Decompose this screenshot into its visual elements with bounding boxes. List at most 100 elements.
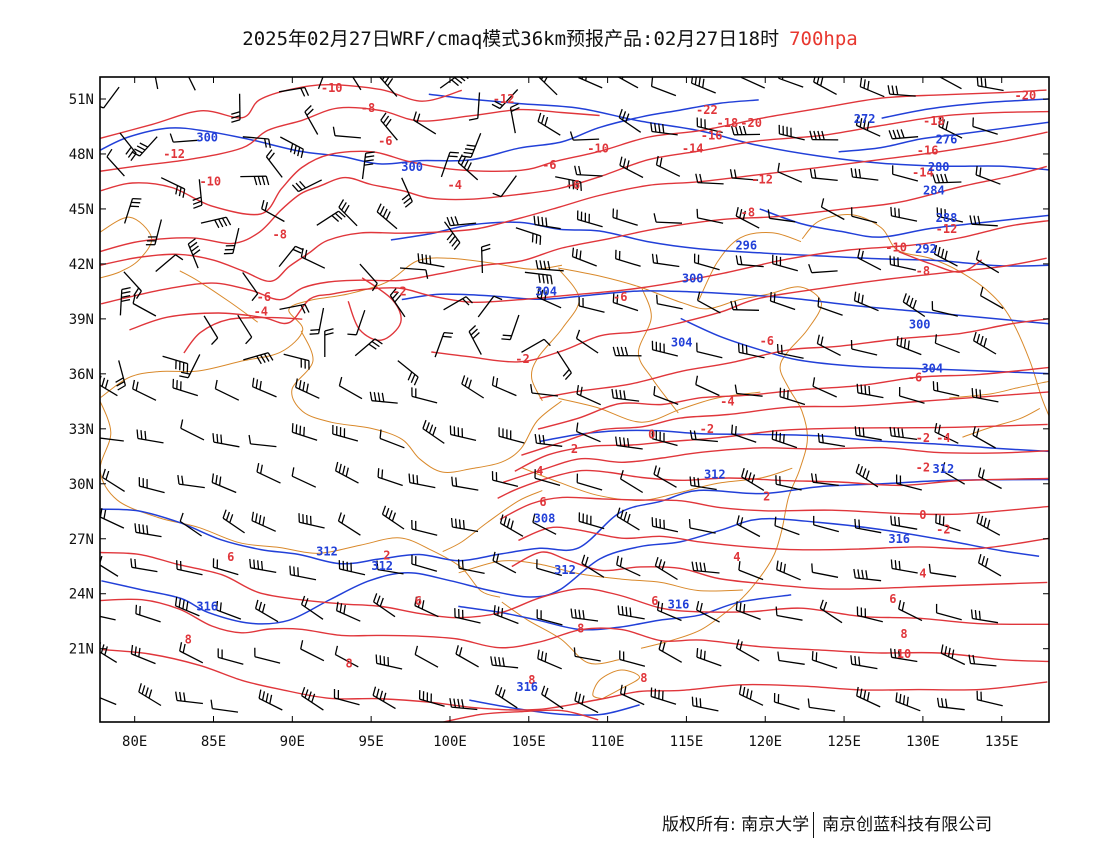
wind-barb [615,249,641,267]
wind-barb [851,207,878,224]
lon-label: 115E [670,734,704,750]
wind-barb [413,111,437,135]
boundary-line [100,257,563,398]
lon-label: 120E [748,734,782,750]
temperature-label: -22 [696,103,718,117]
temperature-label: -8 [361,101,375,115]
wind-barb [889,426,918,441]
wind-barb [248,434,277,448]
wind-barb [414,645,439,668]
wind-barb [741,468,765,491]
wind-barb [491,471,519,488]
temperature-labels: -10-8-6-12-10 -4-6-6-12-10-22-18 -20-16-14… [163,81,1036,687]
wind-barb [300,247,326,269]
wind-barb [265,149,283,178]
wind-barb [501,314,520,341]
wind-barb [461,375,485,399]
temperature-label: 4 [919,567,926,581]
height-label: 292 [915,242,937,256]
boundary-line [558,267,822,649]
wind-barb [936,207,964,223]
boundary-line [291,330,562,473]
wind-barb [169,133,200,143]
wind-barb [411,387,438,404]
wind-barb [347,309,366,336]
wind-barb [380,112,398,141]
wind-barb [231,93,241,123]
wind-barb [809,130,839,141]
wind-barb [573,647,601,662]
wind-barb [214,379,240,401]
wind-barb [334,645,359,668]
temperature-label: -20 [740,116,762,130]
wind-barb [123,197,142,224]
wind-barb [100,642,118,663]
wind-barb [491,89,519,110]
temperature-label: -2 [700,422,714,436]
wind-barb [889,255,917,271]
lon-label: 125E [827,734,861,750]
height-label: 296 [735,239,757,253]
wind-barb [972,331,997,355]
wind-barb [119,286,131,316]
wind-barb [776,343,804,359]
boundary-line [801,214,1049,418]
wind-barb [211,473,237,494]
lat-label: 24N [69,587,94,603]
wind-barb [651,429,678,447]
wind-barb [615,436,643,450]
wind-barb [856,606,883,623]
height-label: 304 [535,284,557,298]
wind-barb [454,608,481,624]
temperature-contour [100,110,1049,253]
wind-barb [968,654,997,667]
wind-barb [249,558,277,574]
wind-barb [200,216,232,229]
temperature-contour [514,423,1048,472]
wind-barb [696,117,723,134]
wind-barb [934,422,959,444]
lon-label: 90E [280,734,305,750]
temperature-label: -14 [682,142,704,156]
wind-barb [536,559,562,577]
wind-barb [251,511,276,532]
wind-barb [693,253,720,271]
wind-barb [100,375,118,397]
lat-label: 45N [69,202,94,218]
wind-barb [240,175,270,186]
height-label: 300 [196,131,218,145]
wind-barb [175,691,203,705]
height-labels: 3003002722762802842882922963003003043043… [196,112,957,694]
wind-barb [817,297,843,316]
temperature-label: 0 [919,508,926,522]
temperature-contour [898,251,983,273]
temperature-label: -4 [254,305,268,319]
lat-label: 39N [69,312,94,328]
temperature-label: -6 [613,290,627,304]
wind-barb [778,77,804,88]
wind-barb [696,648,722,667]
wind-barb [119,132,137,161]
wind-barb [769,291,796,311]
wind-barb [576,210,603,228]
wind-barb [337,512,361,536]
wind-barb [777,162,803,183]
wind-barb [324,328,334,357]
wind-barb [738,685,764,706]
wind-barb [735,207,760,229]
wind-barb [493,605,519,625]
wind-barb [377,468,403,487]
wind-barb [619,650,646,667]
map-frame [99,76,1050,723]
wind-barb [811,563,839,578]
wind-barb [819,599,843,624]
wind-barb [932,173,962,184]
wind-barb [376,560,404,575]
wind-barb [450,517,479,533]
boundary-line [949,380,1049,399]
lon-label: 105E [512,734,546,750]
wind-barb [210,699,239,713]
title-text: 2025年02月27日WRF/cmaq模式36km预报产品:02月27日18时 [242,28,780,50]
wind-barb [333,689,360,706]
temperature-contour [502,446,1049,483]
